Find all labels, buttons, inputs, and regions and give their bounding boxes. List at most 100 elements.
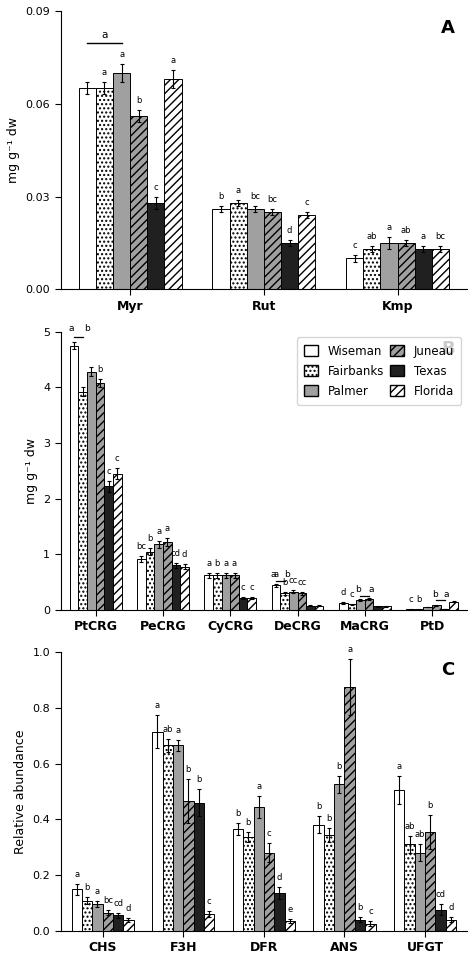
Bar — [365, 599, 374, 610]
Text: c: c — [207, 898, 211, 906]
Bar — [324, 834, 334, 930]
Text: bc: bc — [250, 192, 260, 201]
Bar — [415, 852, 425, 930]
Text: c: c — [349, 590, 354, 599]
Bar — [155, 544, 163, 610]
Bar — [315, 605, 323, 610]
Text: a: a — [69, 324, 74, 333]
Text: b: b — [97, 365, 103, 374]
Text: a: a — [102, 68, 107, 77]
Text: a: a — [232, 559, 237, 568]
Text: b: b — [282, 578, 287, 587]
Bar — [382, 606, 391, 610]
Bar — [346, 259, 363, 289]
Bar — [123, 920, 134, 930]
Text: c: c — [368, 907, 373, 917]
Bar — [339, 604, 347, 610]
Text: bc: bc — [103, 896, 113, 904]
Bar — [247, 209, 264, 289]
Bar — [183, 801, 193, 930]
Text: cd: cd — [171, 549, 181, 557]
Bar — [102, 913, 113, 930]
Bar — [264, 852, 274, 930]
Text: a: a — [156, 527, 161, 536]
Bar — [272, 585, 280, 610]
Text: B: B — [441, 340, 455, 357]
Text: cd: cd — [113, 899, 123, 907]
Text: b: b — [147, 534, 153, 543]
Bar — [284, 921, 295, 930]
Bar — [96, 88, 113, 289]
Bar — [96, 382, 104, 610]
Bar — [163, 542, 172, 610]
Bar — [365, 924, 375, 930]
Text: ab: ab — [401, 226, 411, 234]
Bar — [172, 565, 180, 610]
Text: b: b — [337, 762, 342, 771]
Bar — [79, 88, 96, 289]
Text: c: c — [408, 595, 413, 604]
Bar — [230, 576, 239, 610]
Text: b: b — [235, 809, 241, 819]
Text: a: a — [101, 30, 108, 40]
Bar — [446, 920, 456, 930]
Bar — [432, 249, 449, 289]
Text: d: d — [340, 588, 346, 598]
Text: b: b — [357, 902, 363, 912]
Bar — [345, 687, 355, 930]
Text: b: b — [84, 883, 90, 892]
Text: A: A — [441, 19, 455, 37]
Legend: Wiseman, Fairbanks, Palmer, Juneau, Texas, Florida: Wiseman, Fairbanks, Palmer, Juneau, Texa… — [297, 337, 461, 405]
Text: d: d — [126, 903, 131, 913]
Bar — [264, 212, 281, 289]
Bar — [87, 372, 96, 610]
Bar — [193, 802, 204, 930]
Bar — [164, 79, 182, 289]
Bar — [180, 567, 189, 610]
Bar — [233, 829, 243, 930]
Bar — [247, 598, 256, 610]
Text: a: a — [164, 524, 170, 533]
Text: c: c — [267, 829, 271, 838]
Text: a: a — [271, 570, 276, 579]
Text: a: a — [74, 870, 79, 879]
Bar — [204, 576, 213, 610]
Text: bc: bc — [137, 542, 146, 551]
Text: c: c — [154, 183, 158, 191]
Text: b: b — [316, 802, 321, 811]
Text: b: b — [326, 814, 332, 823]
Bar — [173, 746, 183, 930]
Text: c: c — [241, 582, 246, 592]
Text: e: e — [287, 904, 292, 914]
Bar — [289, 592, 298, 610]
Bar — [243, 837, 254, 930]
Text: c: c — [352, 241, 357, 250]
Text: c: c — [304, 198, 309, 207]
Bar — [436, 910, 446, 930]
Y-axis label: mg g⁻¹ dw: mg g⁻¹ dw — [7, 117, 20, 184]
Bar — [441, 609, 449, 610]
Text: b: b — [432, 590, 438, 599]
Bar — [334, 784, 345, 930]
Bar — [113, 474, 121, 610]
Bar — [423, 607, 432, 610]
Bar — [356, 600, 365, 610]
Text: cd: cd — [436, 890, 446, 899]
Text: ab: ab — [415, 830, 425, 839]
Text: cc: cc — [289, 577, 298, 585]
Text: d: d — [448, 902, 454, 912]
Bar — [281, 243, 298, 289]
Text: a: a — [119, 50, 124, 59]
Bar — [239, 598, 247, 610]
Bar — [137, 558, 146, 610]
Bar — [398, 243, 415, 289]
Text: b: b — [355, 585, 361, 595]
Bar — [152, 731, 163, 930]
Text: a: a — [206, 559, 211, 568]
Text: a: a — [171, 56, 175, 64]
Text: b: b — [428, 801, 433, 810]
Bar — [82, 900, 92, 930]
Bar — [415, 249, 432, 289]
Text: b: b — [84, 324, 90, 333]
Text: a: a — [397, 762, 402, 771]
